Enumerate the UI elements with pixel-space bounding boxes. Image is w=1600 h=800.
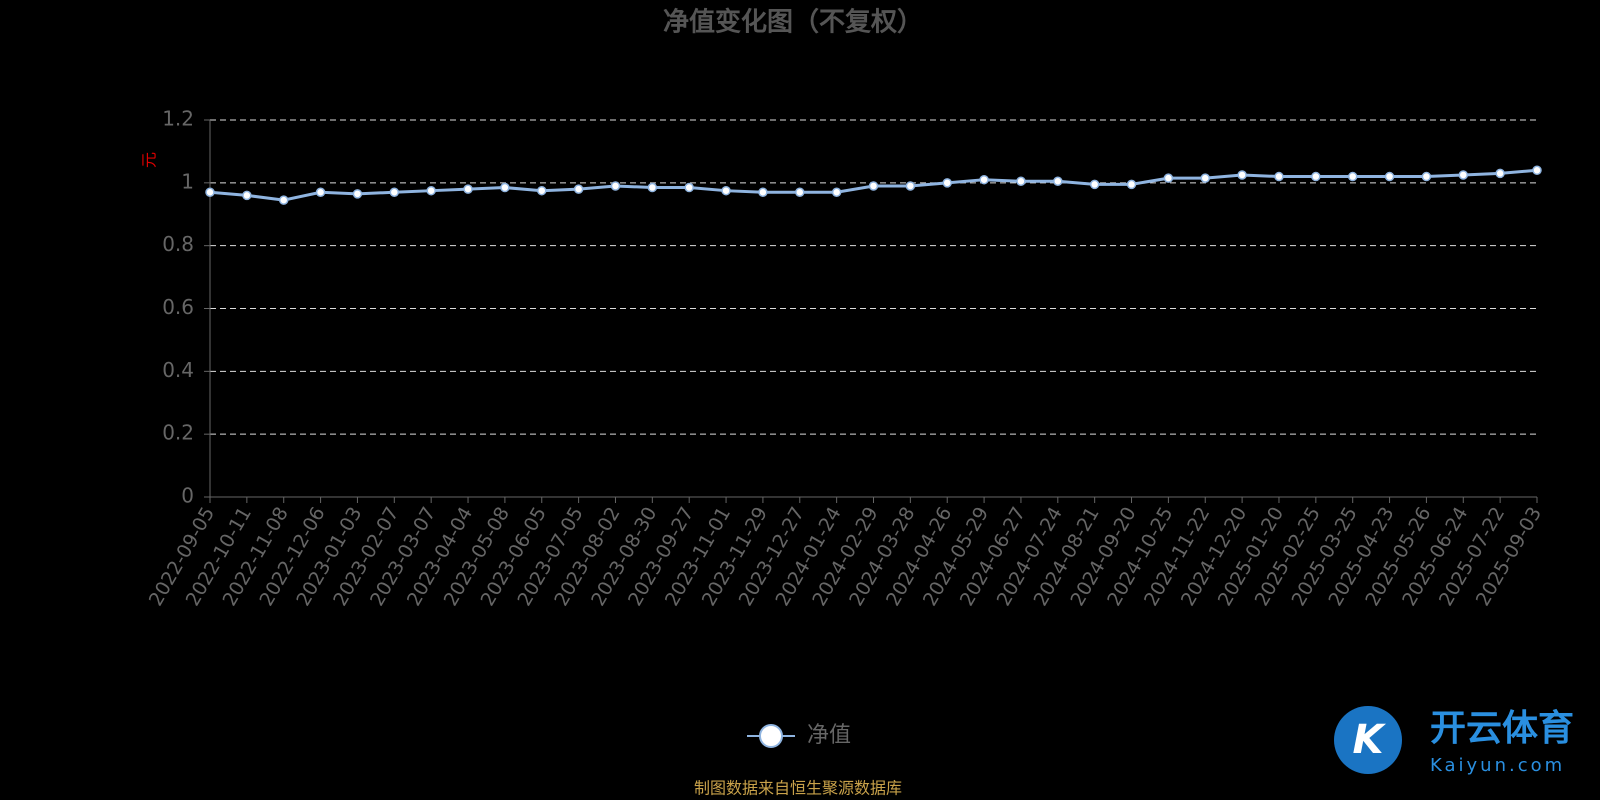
data-point (684, 182, 694, 193)
data-point (1384, 171, 1395, 182)
data-point (242, 190, 252, 201)
chart-title: 净值变化图（不复权） (663, 7, 923, 38)
data-point (537, 185, 547, 196)
data-point (1458, 170, 1469, 180)
data-point (1163, 173, 1174, 183)
data-point (315, 187, 326, 198)
data-point (1274, 171, 1284, 182)
data-point (389, 187, 400, 198)
data-point (721, 185, 731, 196)
data-point (278, 195, 289, 205)
data-point (610, 181, 621, 191)
y-tick-label: 0.2 (162, 421, 194, 445)
data-point (1347, 171, 1358, 182)
logo-letter: K (1353, 717, 1387, 763)
data-point (1237, 170, 1247, 180)
data-point (1495, 168, 1505, 179)
y-tick-label: 0 (181, 484, 194, 508)
legend-label: 净值 (807, 723, 851, 748)
legend-marker (759, 724, 783, 748)
data-point (205, 187, 215, 198)
data-point (647, 182, 658, 193)
watermark-brand: 开云体育 (1430, 708, 1574, 749)
data-point (1311, 171, 1321, 182)
data-point (1421, 171, 1432, 182)
y-tick-label: 0.4 (162, 358, 194, 382)
data-point (831, 187, 842, 198)
data-point (1126, 179, 1137, 190)
data-point (795, 187, 805, 198)
data-point (868, 181, 879, 191)
data-point (1089, 179, 1100, 190)
data-point (500, 182, 510, 193)
data-point (905, 181, 916, 191)
watermark-url: Kaiyun.com (1430, 755, 1565, 776)
data-point (1532, 165, 1542, 176)
y-tick-label: 0.6 (162, 295, 194, 319)
data-point (573, 184, 584, 194)
y-tick-label: 1 (181, 169, 194, 193)
data-point (426, 185, 436, 196)
data-point (1016, 176, 1026, 187)
data-point (1200, 173, 1210, 183)
y-tick-label: 0.8 (162, 232, 194, 256)
data-point (352, 189, 363, 199)
y-tick-label: 1.2 (162, 107, 194, 131)
data-point (463, 184, 473, 194)
source-note: 制图数据来自恒生聚源数据库 (694, 779, 902, 798)
data-point (979, 174, 989, 185)
data-point (942, 178, 952, 188)
logo-mark (1334, 706, 1402, 774)
y-axis-label: 元 (140, 152, 159, 168)
watermark: K 开云体育 Kaiyun.com (1334, 706, 1574, 776)
data-point (1053, 176, 1063, 187)
data-point (758, 187, 768, 198)
